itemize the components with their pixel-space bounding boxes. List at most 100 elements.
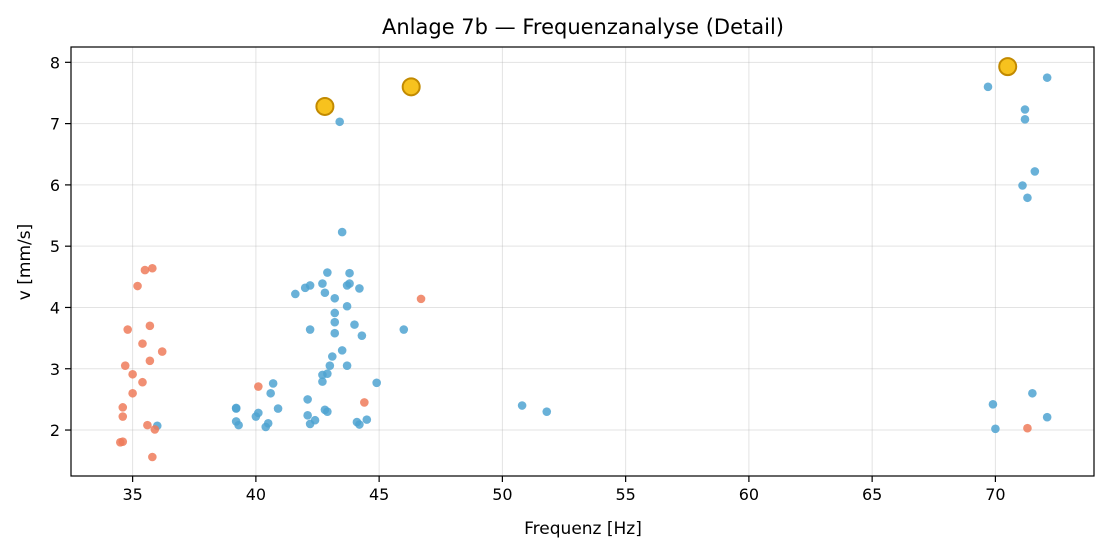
data-point [303,411,312,420]
data-point [330,293,340,303]
data-point [342,301,352,311]
x-tick-label: 65 [862,485,882,504]
data-point [330,317,340,327]
grid-lines [71,47,1094,476]
data-point [138,377,147,387]
data-point [150,425,160,434]
data-point [318,377,327,386]
data-point [118,412,128,421]
data-point [120,361,130,370]
data-point [335,117,344,127]
x-tick-label: 50 [492,485,512,504]
data-point [1018,181,1027,190]
data-point [327,352,337,361]
data-point [266,388,275,398]
data-point [138,339,147,348]
x-tick-label: 35 [122,485,142,504]
data-point [118,403,128,412]
data-point [330,328,340,338]
data-point [123,325,132,334]
data-point [1020,115,1030,124]
data-point [303,395,312,404]
highlight-point [401,77,421,97]
y-tick-label: 6 [50,176,60,195]
data-point [145,321,155,331]
data-point [991,424,1000,434]
data-point [128,369,137,379]
data-point [337,227,347,237]
data-point [345,279,354,288]
data-point [360,398,369,407]
y-tick-label: 3 [50,360,60,379]
x-tick-label: 55 [615,485,635,504]
data-point [357,331,367,340]
data-point [133,281,142,291]
x-axis-label: Frequenz [Hz] [524,519,642,539]
data-point [273,404,283,413]
data-point [305,325,315,334]
data-point [988,399,998,409]
data-point [320,288,330,298]
data-point [305,281,315,290]
data-point [362,415,372,424]
data-point [983,82,993,92]
data-point [148,263,157,273]
data-point [231,404,241,413]
data-point [268,379,278,388]
data-point [1042,412,1052,422]
data-point [140,265,150,275]
data-point [128,388,137,398]
data-point [323,268,332,277]
data-point [399,325,409,334]
data-point [118,437,128,446]
data-point [416,294,426,304]
data-point [254,382,263,391]
data-point [542,407,552,416]
data-points [116,57,1052,462]
data-point [323,407,332,416]
y-tick-label: 8 [50,53,60,72]
y-axis-label: v [mm/s] [15,224,35,300]
data-point [517,401,527,410]
data-point [337,346,347,355]
highlight-point [315,96,335,116]
data-point [323,369,332,378]
highlight-point [998,57,1018,77]
data-point [355,420,364,429]
data-point [342,361,352,370]
y-tick-label: 4 [50,298,60,317]
data-point [148,452,157,462]
data-point [263,418,273,428]
data-point [318,279,327,288]
x-tick-label: 60 [739,485,759,504]
data-point [234,420,243,430]
chart-title: Anlage 7b — Frequenzanalyse (Detail) [382,15,784,39]
data-point [372,378,381,388]
data-point [1020,105,1030,114]
data-point [1030,167,1040,176]
data-point [1042,73,1052,82]
data-point [345,268,354,278]
data-point [291,289,300,299]
x-tick-label: 45 [369,485,389,504]
data-point [355,284,364,293]
data-point [325,361,335,370]
data-point [143,420,152,430]
data-point [254,408,263,418]
data-point [1023,423,1032,433]
y-tick-label: 2 [50,421,60,440]
x-tick-label: 70 [985,485,1005,504]
y-tick-label: 5 [50,237,60,256]
data-point [310,415,320,425]
data-point [1028,388,1037,398]
data-point [157,347,167,356]
data-point [145,356,155,366]
data-point [1023,193,1032,203]
data-point [330,308,340,318]
x-tick-label: 40 [246,485,266,504]
plot-frame [70,46,1095,477]
y-tick-label: 7 [50,115,60,134]
data-point [350,320,359,329]
